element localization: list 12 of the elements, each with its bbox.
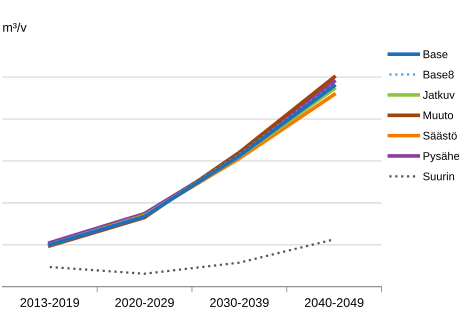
legend-label: Muuto	[424, 112, 454, 120]
x-tick-label: 2040-2049	[304, 298, 364, 308]
x-tick-label: 2030-2039	[210, 298, 269, 308]
legend-label: Säästö	[423, 132, 457, 140]
x-tick-label: 2013-2019	[20, 298, 80, 308]
legend-label: Pysähe	[424, 152, 460, 162]
legend-label: Base8	[424, 70, 454, 79]
legend-label: Jatkuv	[422, 90, 455, 99]
x-tick-label: 2020-2029	[115, 298, 174, 308]
legend-label: Base	[424, 50, 448, 58]
y-axis-title: m³/v	[3, 22, 27, 32]
legend-label: Suurin	[423, 172, 454, 180]
